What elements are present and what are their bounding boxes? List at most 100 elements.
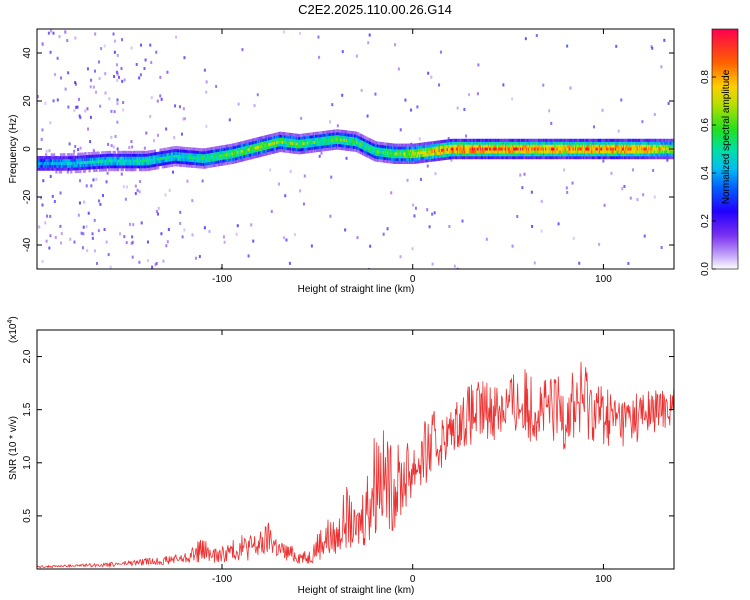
heatmap-cell bbox=[199, 151, 202, 155]
heatmap-cell bbox=[86, 67, 89, 71]
heatmap-cell bbox=[374, 144, 377, 148]
heatmap-cell bbox=[361, 146, 365, 150]
heatmap-cell bbox=[208, 159, 211, 163]
heatmap-cell bbox=[208, 164, 211, 168]
heatmap-cell bbox=[603, 203, 606, 207]
heatmap-cell bbox=[231, 143, 234, 147]
heatmap-cell bbox=[281, 137, 285, 141]
heatmap-cell bbox=[183, 164, 186, 168]
heatmap-cell bbox=[448, 139, 452, 143]
heatmap-cell bbox=[344, 138, 348, 142]
heatmap-cell bbox=[439, 151, 442, 155]
heatmap-cell bbox=[367, 140, 370, 144]
heatmap-cell bbox=[201, 165, 204, 169]
heatmap-cell bbox=[185, 155, 188, 159]
heatmap-cell bbox=[588, 144, 591, 148]
heatmap-cell bbox=[621, 138, 624, 142]
heatmap-cell bbox=[297, 134, 301, 138]
heatmap-cell bbox=[499, 141, 502, 145]
heatmap-cell bbox=[177, 157, 180, 161]
heatmap-cell bbox=[550, 150, 553, 154]
heatmap-cell bbox=[601, 138, 604, 142]
heatmap-cell bbox=[407, 158, 410, 162]
heatmap-cell bbox=[141, 165, 144, 169]
heatmap-cell bbox=[602, 147, 605, 151]
heatmap-cell bbox=[533, 144, 536, 148]
heatmap-cell bbox=[581, 150, 584, 154]
heatmap-cell bbox=[318, 55, 321, 59]
heatmap-cell bbox=[571, 138, 574, 142]
heatmap-cell bbox=[335, 129, 338, 133]
heatmap-cell bbox=[70, 170, 73, 174]
heatmap-cell bbox=[112, 153, 115, 157]
heatmap-cell bbox=[594, 153, 597, 157]
heatmap-cell bbox=[574, 150, 578, 154]
heatmap-cell bbox=[53, 167, 56, 171]
heatmap-cell bbox=[486, 156, 489, 160]
heatmap-cell bbox=[255, 152, 258, 156]
heatmap-cell bbox=[252, 239, 255, 243]
heatmap-cell bbox=[438, 146, 441, 150]
heatmap-cell bbox=[468, 153, 471, 157]
heatmap-cell bbox=[549, 153, 552, 157]
heatmap-cell bbox=[662, 156, 666, 160]
heatmap-cell bbox=[198, 150, 201, 154]
heatmap-cell bbox=[546, 144, 549, 148]
heatmap-cell bbox=[658, 144, 661, 148]
heatmap-cell bbox=[57, 161, 60, 165]
heatmap-cell bbox=[233, 148, 237, 152]
heatmap-cell bbox=[301, 145, 304, 149]
heatmap-cell bbox=[554, 147, 557, 151]
heatmap-cell bbox=[127, 150, 130, 154]
heatmap-cell bbox=[215, 157, 218, 161]
heatmap-cell bbox=[66, 159, 69, 163]
heatmap-cell bbox=[503, 141, 507, 145]
heatmap-cell bbox=[474, 141, 477, 145]
heatmap-cell bbox=[166, 240, 169, 244]
heatmap-cell bbox=[492, 144, 495, 148]
heatmap-cell bbox=[223, 153, 226, 157]
heatmap-cell bbox=[261, 136, 264, 140]
heatmap-cell bbox=[41, 128, 44, 132]
heatmap-cell bbox=[130, 46, 133, 50]
heatmap-cell bbox=[511, 141, 515, 145]
heatmap-cell bbox=[277, 146, 280, 150]
heatmap-cell bbox=[217, 148, 221, 152]
heatmap-cell bbox=[255, 146, 258, 150]
heatmap-cell bbox=[645, 138, 648, 142]
heatmap-cell bbox=[553, 150, 556, 154]
heatmap-cell bbox=[648, 141, 651, 145]
heatmap-cell bbox=[613, 150, 616, 154]
heatmap-cell bbox=[478, 147, 481, 151]
heatmap-cell bbox=[137, 165, 140, 169]
heatmap-cell bbox=[452, 147, 455, 151]
heatmap-cell bbox=[451, 153, 454, 157]
heatmap-cell bbox=[310, 144, 313, 148]
heatmap-cell bbox=[93, 160, 96, 164]
heatmap-cell bbox=[629, 138, 632, 142]
heatmap-cell bbox=[59, 156, 63, 160]
heatmap-cell bbox=[137, 159, 140, 163]
heatmap-cell bbox=[329, 141, 333, 145]
heatmap-cell bbox=[597, 138, 600, 142]
heatmap-cell bbox=[397, 149, 400, 153]
heatmap-cell bbox=[310, 138, 313, 142]
heatmap-cell bbox=[79, 167, 82, 171]
heatmap-cell bbox=[572, 147, 575, 151]
heatmap-cell bbox=[614, 153, 618, 157]
heatmap-cell bbox=[524, 150, 527, 154]
heatmap-cell bbox=[580, 147, 583, 151]
heatmap-cell bbox=[515, 147, 518, 151]
heatmap-cell bbox=[45, 167, 48, 171]
heatmap-cell bbox=[278, 140, 281, 144]
heatmap-cell bbox=[230, 155, 233, 159]
heatmap-cell bbox=[307, 132, 310, 136]
heatmap-cell bbox=[620, 150, 623, 154]
heatmap-cell bbox=[107, 168, 111, 172]
heatmap-cell bbox=[428, 153, 431, 157]
heatmap-cell bbox=[214, 160, 217, 164]
heatmap-cell bbox=[600, 147, 603, 151]
heatmap-cell bbox=[614, 147, 618, 151]
heatmap-cell bbox=[583, 138, 587, 142]
heatmap-cell bbox=[391, 146, 394, 150]
